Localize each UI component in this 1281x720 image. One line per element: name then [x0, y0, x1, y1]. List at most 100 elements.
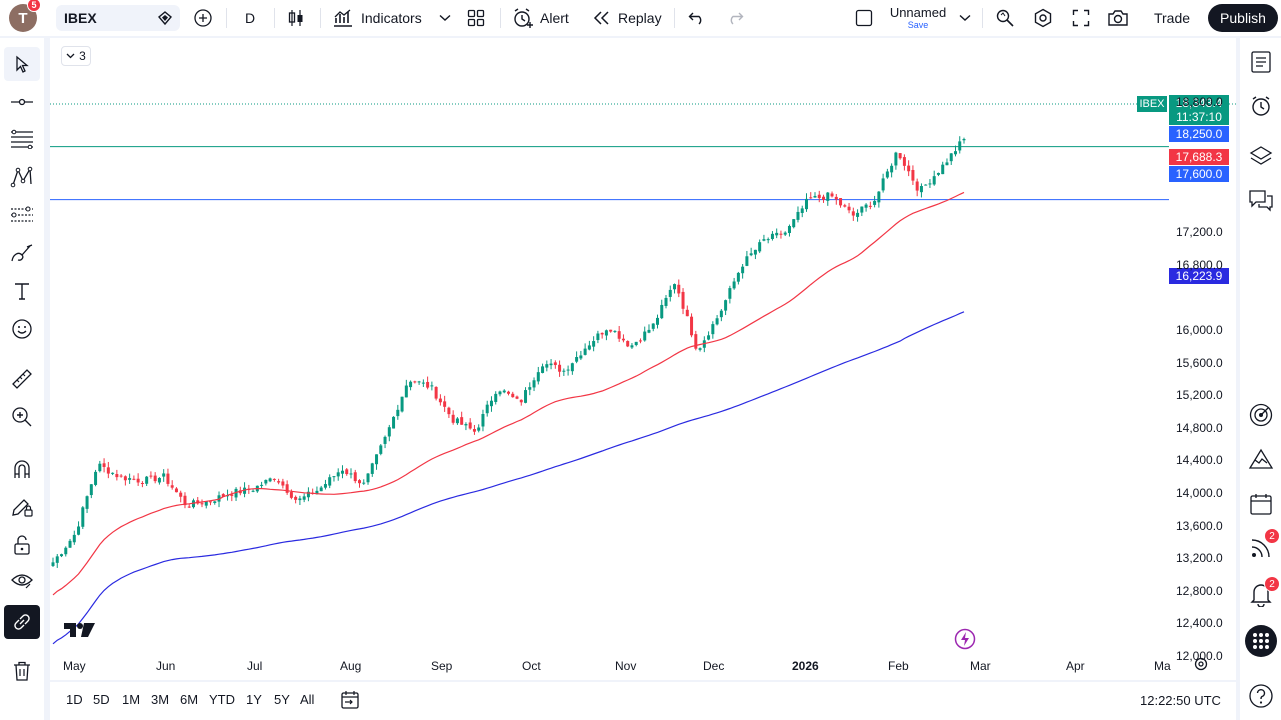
timeframe-1d[interactable]: 1D — [66, 692, 83, 707]
forecasting-tool[interactable] — [4, 198, 40, 232]
layouts-button[interactable] — [464, 0, 488, 36]
candle-body — [443, 401, 447, 407]
price-chart[interactable] — [50, 38, 1236, 680]
legend-count: 3 — [79, 49, 86, 63]
axis-settings-button[interactable] — [1193, 656, 1209, 672]
candle-body — [787, 225, 791, 234]
remove-drawings[interactable] — [4, 654, 40, 688]
candle-body — [200, 503, 204, 505]
layout-name-button[interactable]: Unnamed Save — [884, 0, 952, 36]
ideas-stream-button[interactable]: 2 — [1242, 528, 1280, 566]
text-tool[interactable] — [4, 274, 40, 308]
layout-dropdown[interactable] — [956, 0, 974, 36]
candle-body — [217, 495, 221, 502]
brush-tool[interactable] — [4, 236, 40, 270]
indicators-dropdown[interactable] — [436, 0, 454, 36]
magnet-tool[interactable] — [4, 452, 40, 486]
price-tick-label: 18,800.0 — [1176, 94, 1223, 109]
candle-body — [962, 139, 966, 141]
add-symbol-button[interactable] — [190, 0, 216, 36]
chart-type-button[interactable] — [284, 0, 308, 36]
events-marker[interactable] — [954, 628, 976, 650]
fib-tool[interactable] — [4, 122, 40, 156]
lock-drawings[interactable] — [4, 528, 40, 562]
symbol-search-box[interactable]: IBEX — [56, 5, 180, 31]
settings-button[interactable] — [1030, 0, 1056, 36]
legend-collapse-button[interactable]: 3 — [61, 46, 91, 66]
ma-long-label: 16,223.9 — [1169, 268, 1229, 284]
fullscreen-button[interactable] — [1068, 0, 1094, 36]
alerts-panel-button[interactable] — [1242, 88, 1280, 124]
pattern-tool[interactable] — [4, 160, 40, 194]
bar-countdown: 11:37:10 — [1176, 110, 1222, 124]
alert-button[interactable]: Alert — [512, 0, 576, 36]
symbol-search[interactable]: IBEX — [56, 0, 180, 36]
indicators-button[interactable]: Indicators — [332, 0, 428, 36]
icons-tool[interactable] — [4, 312, 40, 346]
candle-body — [170, 485, 174, 488]
candle-body — [690, 316, 694, 336]
stay-in-drawing-mode[interactable] — [4, 490, 40, 524]
select-layout-checkbox[interactable] — [852, 0, 876, 36]
zoom-tool[interactable] — [4, 400, 40, 434]
timeframe-1m[interactable]: 1M — [122, 692, 141, 707]
unlock-icon — [14, 535, 30, 555]
publish-button[interactable]: Publish — [1208, 0, 1278, 36]
candle-body — [477, 427, 481, 431]
brush-icon — [11, 244, 33, 262]
watchlist-button[interactable] — [1242, 44, 1280, 80]
clock[interactable]: 12:22:50 UTC — [1140, 693, 1221, 708]
compare-symbol-icon[interactable] — [156, 9, 174, 27]
text-icon — [15, 283, 29, 300]
go-to-date-button[interactable] — [340, 690, 360, 710]
timeframe-all[interactable]: All — [300, 692, 315, 707]
candle-body — [489, 400, 493, 407]
quick-search-button[interactable] — [992, 0, 1018, 36]
products-button[interactable] — [1242, 623, 1280, 659]
hotlists-button[interactable] — [1242, 397, 1280, 433]
trade-button[interactable]: Trade — [1146, 0, 1198, 36]
timeframe-3m[interactable]: 3M — [151, 692, 170, 707]
redo-button[interactable] — [722, 0, 748, 36]
hide-drawings[interactable] — [4, 564, 40, 598]
candle-body — [528, 387, 532, 390]
candle-body — [481, 414, 485, 427]
cursor-tool[interactable] — [4, 47, 40, 81]
tradingview-logo[interactable] — [64, 622, 96, 638]
indicators-icon — [334, 9, 352, 27]
candle-body — [89, 484, 93, 496]
alarm-clock-icon — [1252, 96, 1270, 116]
candle-body — [945, 162, 949, 166]
sync-drawings[interactable] — [4, 605, 40, 639]
candle-body — [851, 211, 855, 216]
chevron-down-icon — [439, 14, 451, 21]
candle-body — [792, 219, 796, 228]
snapshot-button[interactable] — [1104, 0, 1132, 36]
interval-button[interactable]: D — [236, 0, 264, 36]
calendar-button[interactable] — [1242, 486, 1280, 522]
candle-body — [728, 288, 732, 299]
user-menu[interactable]: T 5 — [8, 0, 41, 36]
technicals-button[interactable] — [1242, 441, 1280, 477]
help-button[interactable] — [1242, 678, 1280, 714]
timeframe-5y[interactable]: 5Y — [274, 692, 290, 707]
object-tree-button[interactable] — [1242, 138, 1280, 174]
measure-tool[interactable] — [4, 362, 40, 396]
candle-body — [230, 494, 234, 496]
candle-body — [634, 341, 638, 346]
candle-body — [745, 256, 749, 266]
undo-button[interactable] — [684, 0, 710, 36]
notifications-button[interactable]: 2 — [1242, 576, 1280, 612]
publish-pill[interactable]: Publish — [1208, 4, 1278, 32]
timeframe-6m[interactable]: 6M — [180, 692, 199, 707]
time-tick-label: Apr — [1066, 659, 1085, 673]
candle-body — [191, 500, 195, 508]
timeframe-ytd[interactable]: YTD — [209, 692, 235, 707]
avatar[interactable]: T 5 — [9, 0, 41, 32]
trend-line-tool[interactable] — [4, 85, 40, 119]
timeframe-5d[interactable]: 5D — [93, 692, 110, 707]
chats-button[interactable] — [1242, 182, 1280, 218]
chart-pane[interactable]: 3 IBEX 18,343.4 11:37:10 18,250.0 17,688… — [50, 38, 1236, 680]
replay-button[interactable]: Replay — [592, 0, 664, 36]
timeframe-1y[interactable]: 1Y — [246, 692, 262, 707]
